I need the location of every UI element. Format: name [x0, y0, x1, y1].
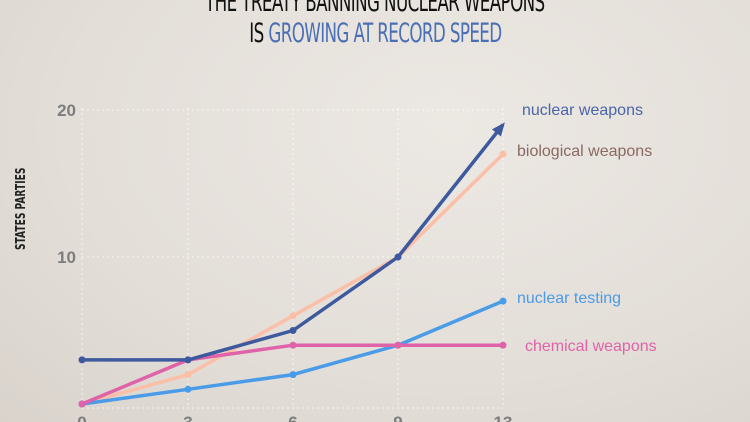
series-label: nuclear testing [517, 290, 621, 307]
arrowhead-icon [491, 122, 505, 137]
title-highlight: GROWING AT RECORD SPEED [267, 18, 502, 49]
chart-title-line1: THE TREATY BANNING NUCLEAR WEAPONS [205, 0, 545, 18]
data-point [394, 341, 402, 349]
data-point [289, 327, 297, 334]
x-tick-label: 9 [393, 413, 402, 422]
data-point [394, 253, 402, 261]
data-point [499, 341, 507, 349]
data-point [289, 341, 297, 349]
x-tick-label: 6 [288, 413, 297, 422]
chart-title-line2: IS GROWING AT RECORD SPEED [0, 19, 750, 49]
data-point [289, 312, 297, 320]
x-tick-label: 0 [77, 413, 86, 422]
data-point [184, 356, 192, 364]
y-tick-label: 20 [57, 101, 76, 120]
y-tick-label: 10 [57, 248, 76, 267]
data-point [499, 150, 507, 158]
series-label: nuclear weapons [522, 102, 643, 119]
data-point [184, 385, 192, 393]
data-point [78, 400, 86, 408]
data-point [289, 371, 297, 379]
data-point [184, 371, 192, 379]
data-point [78, 356, 86, 364]
data-point [499, 297, 507, 305]
x-tick-label: 13 [494, 413, 513, 422]
series-label: biological weapons [517, 143, 652, 160]
title-prefix: IS [248, 18, 264, 49]
x-tick-label: 3 [183, 413, 192, 422]
series-label: chemical weapons [525, 338, 657, 355]
